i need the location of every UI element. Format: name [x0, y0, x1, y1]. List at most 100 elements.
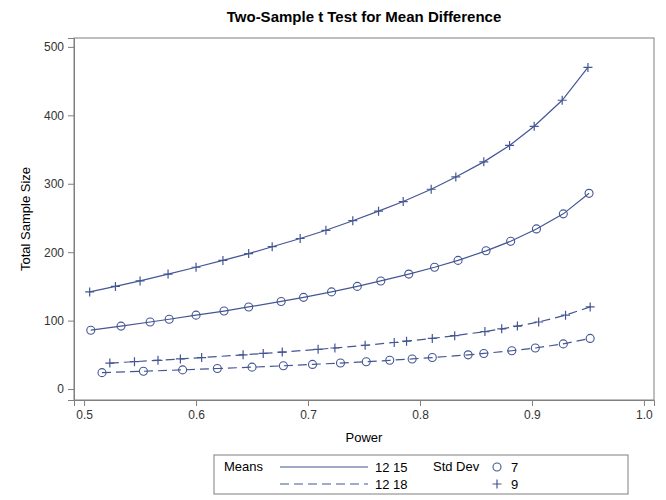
series-marker	[390, 338, 399, 347]
series-marker	[179, 366, 187, 374]
y-axis: 0100200300400500	[44, 39, 75, 401]
y-tick: 500	[44, 40, 74, 54]
y-tick-mark	[68, 321, 74, 322]
x-tick-mark	[84, 400, 85, 406]
y-tick-label: 200	[44, 246, 64, 260]
chart: Two-Sample t Test for Mean Difference 0.5…	[0, 0, 666, 500]
series-marker	[558, 96, 567, 105]
series-line	[102, 338, 590, 372]
series-marker	[146, 318, 154, 326]
series-marker	[336, 359, 344, 367]
series-marker	[348, 216, 357, 225]
series-marker	[451, 172, 460, 181]
x-tick: 1.0	[636, 400, 653, 422]
plot-area	[85, 63, 595, 377]
series-marker	[218, 256, 227, 265]
series-marker	[534, 317, 543, 326]
x-tick: 0.8	[412, 400, 429, 422]
series-marker	[245, 303, 253, 311]
series-marker	[296, 234, 305, 243]
series-marker	[482, 247, 490, 255]
series-marker	[585, 189, 593, 197]
series-marker	[508, 347, 516, 355]
series-marker	[450, 331, 459, 340]
series-marker	[361, 341, 370, 350]
series-marker	[532, 225, 540, 233]
x-tick-label: 1.0	[636, 408, 653, 422]
series-marker	[192, 311, 200, 319]
series-marker	[111, 282, 120, 291]
series-marker	[377, 277, 385, 285]
x-tick-label: 0.6	[188, 408, 205, 422]
series-marker	[278, 348, 287, 357]
series-marker	[454, 256, 462, 264]
x-axis: 0.50.60.70.80.91.0	[75, 400, 655, 422]
series-marker	[586, 334, 594, 342]
series-marker	[139, 367, 147, 375]
series-marker	[165, 315, 173, 323]
x-axis-title: Power	[346, 430, 384, 445]
title: Two-Sample t Test for Mean Difference	[227, 8, 502, 25]
y-tick-mark	[68, 389, 74, 390]
series-marker	[136, 276, 145, 285]
series-marker	[405, 270, 413, 278]
series-marker	[197, 353, 206, 362]
series-marker	[85, 287, 94, 296]
y-tick-mark	[68, 115, 74, 116]
series-marker	[559, 340, 567, 348]
y-axis-title: Total Sample Size	[18, 167, 33, 271]
series-marker	[279, 362, 287, 370]
series-marker	[561, 311, 570, 320]
legend-box	[214, 455, 628, 494]
x-axis-line	[75, 401, 655, 407]
series-marker	[531, 344, 539, 352]
series-marker	[259, 349, 268, 358]
y-tick-label: 100	[44, 314, 64, 328]
series-marker	[328, 288, 336, 296]
series-marker	[464, 351, 472, 359]
legend-label: 9	[511, 477, 518, 492]
series-marker	[213, 365, 221, 373]
legend-symbol	[280, 483, 368, 484]
series-marker	[427, 185, 436, 194]
series-marker	[277, 297, 285, 305]
x-tick-mark	[644, 400, 645, 406]
y-tick-label: 400	[44, 109, 64, 123]
series-marker	[431, 263, 439, 271]
series-marker	[586, 302, 595, 311]
series-marker	[314, 345, 323, 354]
y-tick-mark	[68, 47, 74, 48]
y-tick-label: 500	[44, 40, 64, 54]
legend-title: Std Dev	[433, 459, 480, 474]
series-marker	[130, 357, 139, 366]
series-marker	[428, 334, 437, 343]
series-marker	[300, 293, 308, 301]
series-marker	[480, 327, 489, 336]
series-marker	[244, 249, 253, 258]
series-line	[91, 193, 589, 330]
series-marker	[530, 122, 539, 131]
series-marker	[559, 210, 567, 218]
series-marker	[362, 358, 370, 366]
legend-symbol	[493, 480, 502, 489]
x-tick-mark	[196, 400, 197, 406]
series-marker	[497, 324, 506, 333]
series-marker	[105, 359, 114, 368]
series-marker	[408, 355, 416, 363]
series-marker	[164, 270, 173, 279]
y-tick-mark	[68, 184, 74, 185]
x-tick-label: 0.9	[524, 408, 541, 422]
series-marker	[321, 226, 330, 235]
legend: Means12 1512 18Std Dev79	[214, 455, 628, 494]
legend-title: Means	[224, 459, 264, 474]
series-marker	[87, 326, 95, 334]
x-tick-label: 0.5	[76, 408, 93, 422]
plot-frame	[74, 38, 654, 400]
x-tick-mark	[420, 400, 421, 406]
series-line	[110, 307, 590, 363]
series-marker	[192, 263, 201, 272]
y-axis-line	[68, 39, 75, 401]
series-marker	[402, 337, 411, 346]
y-tick: 300	[44, 177, 74, 191]
series-marker	[353, 282, 361, 290]
